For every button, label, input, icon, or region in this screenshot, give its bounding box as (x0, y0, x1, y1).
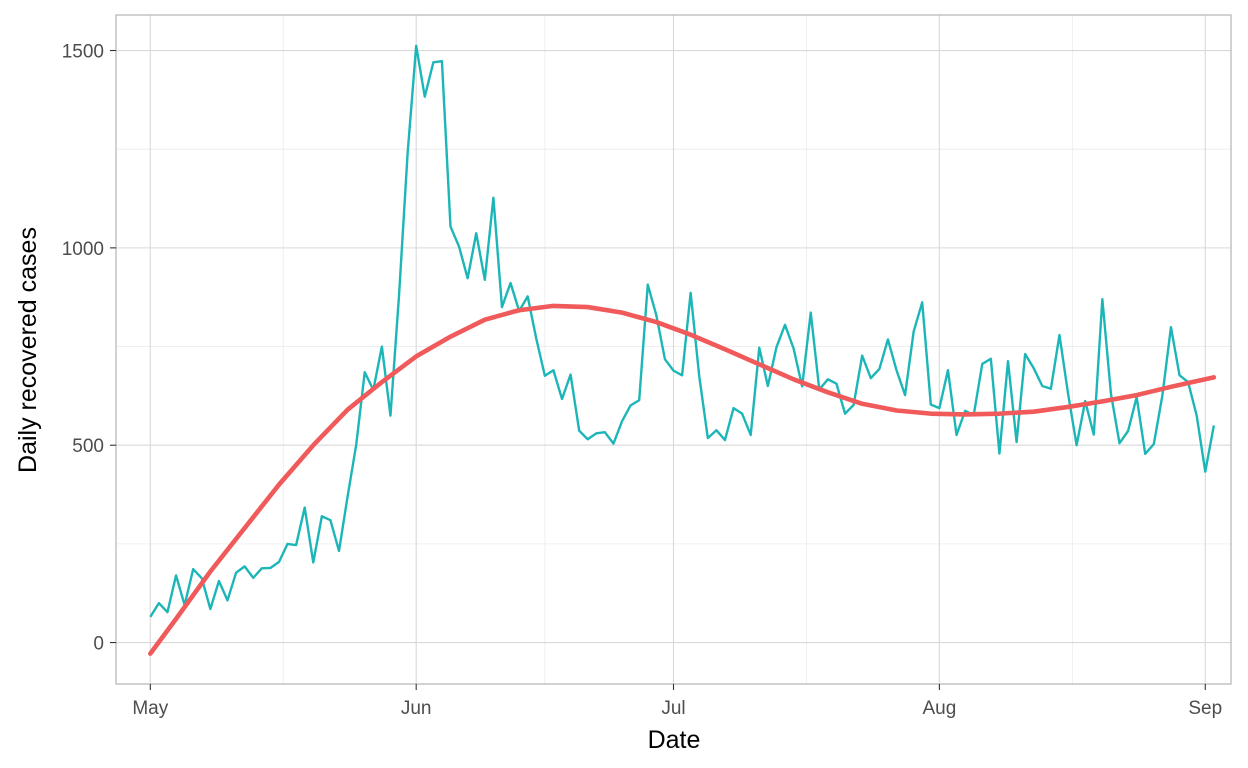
y-tick-label: 1500 (62, 42, 104, 63)
daily-series-line (149, 44, 1216, 618)
y-axis: 0 500 1000 1500 (62, 42, 116, 655)
y-tick-label: 1000 (62, 239, 104, 260)
x-tick-label: May (132, 698, 168, 719)
x-axis: May Jun Jul Aug Sep (132, 684, 1222, 719)
trend-line (148, 303, 1217, 656)
series-layer (148, 44, 1217, 656)
x-axis-title: Date (648, 726, 701, 754)
x-tick-label: Jun (401, 698, 432, 719)
x-tick-label: Aug (922, 698, 956, 719)
major-grid (116, 15, 1231, 684)
x-tick-label: Jul (661, 698, 685, 719)
y-axis-title: Daily recovered cases (14, 227, 42, 473)
y-tick-label: 500 (72, 436, 104, 457)
y-tick-label: 0 (93, 634, 104, 655)
x-tick-label: Sep (1188, 698, 1222, 719)
